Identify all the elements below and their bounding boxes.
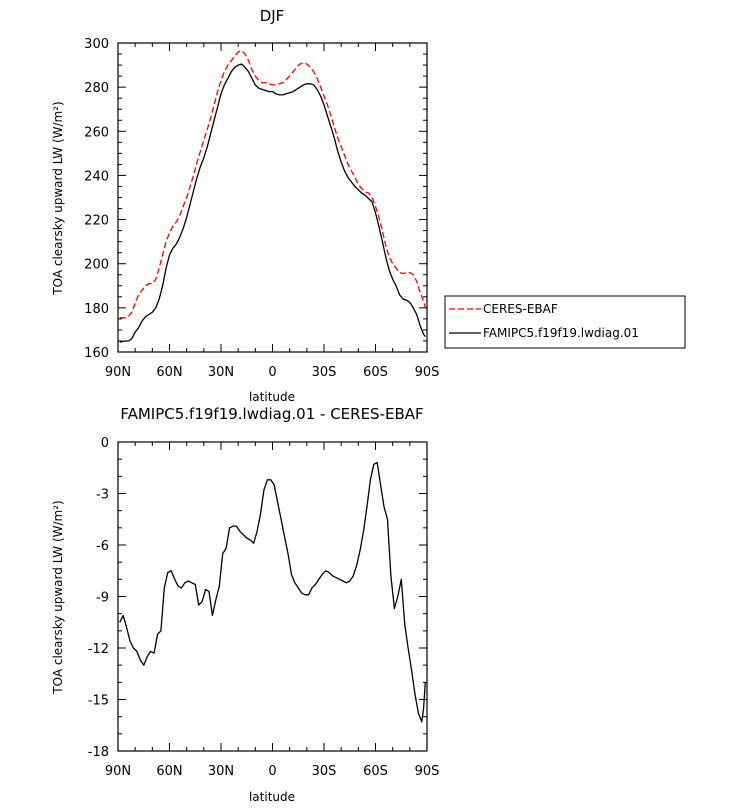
top-y-axis-label: TOA clearsky upward LW (W/m²)	[51, 101, 65, 295]
top-y-tick-label: 180	[84, 302, 109, 317]
bottom-series-line-0	[119, 461, 426, 723]
top-x-tick-label: 30S	[312, 365, 337, 380]
top-series-line-1	[119, 63, 426, 343]
bottom-y-tick-label: 0	[101, 436, 109, 451]
bottom-y-tick-label: -3	[96, 488, 109, 503]
top-x-tick-label: 60N	[156, 365, 182, 380]
bottom-series-group	[119, 461, 426, 723]
top-x-tick-label: 90N	[105, 365, 131, 380]
bottom-x-tick-label: 30S	[312, 764, 337, 779]
top-y-tick-label: 200	[84, 258, 109, 273]
top-y-tick-label: 260	[84, 125, 109, 140]
bottom-axes: 90N 60N 30N 0 30S 60S 90S -18 -15 -12 -9 -6 -3 0	[88, 436, 440, 779]
bottom-y-tick-label: -15	[88, 694, 109, 709]
top-x-tick-label: 30N	[208, 365, 234, 380]
bottom-chart-title: FAMIPC5.f19f19.lwdiag.01 - CERES-EBAF	[120, 405, 423, 423]
top-x-axis-label: latitude	[249, 390, 295, 404]
top-x-tick-label: 90S	[415, 365, 440, 380]
bottom-x-axis-label: latitude	[249, 790, 295, 804]
bottom-panel: FAMIPC5.f19f19.lwdiag.01 - CERES-EBAF 90…	[51, 405, 439, 804]
legend-label-ceres: CERES-EBAF	[483, 302, 558, 316]
top-series-group	[119, 50, 426, 343]
top-x-tick-label: 0	[268, 365, 276, 380]
bottom-x-tick-label: 0	[268, 764, 276, 779]
bottom-x-tick-label: 60N	[156, 764, 182, 779]
bottom-x-tick-label: 90N	[105, 764, 131, 779]
top-y-tick-label: 240	[84, 169, 109, 184]
top-x-tick-label: 60S	[363, 365, 388, 380]
top-y-tick-label: 280	[84, 81, 109, 96]
bottom-y-axis-label: TOA clearsky upward LW (W/m²)	[51, 500, 65, 694]
legend-box: CERES-EBAF FAMIPC5.f19f19.lwdiag.01	[444, 295, 686, 349]
top-axes: 90N 60N 30N 0 30S 60S 90S 160 180 200 220 240 260 280…	[84, 37, 439, 380]
bottom-y-tick-label: -18	[88, 745, 109, 760]
top-y-tick-label: 220	[84, 214, 109, 229]
legend-label-famipc5: FAMIPC5.f19f19.lwdiag.01	[483, 326, 639, 340]
bottom-y-tick-label: -12	[88, 642, 109, 657]
top-panel: DJF 90N 60N 30N 0 30S 60S 90S 160 180 200 220 240 26…	[51, 7, 686, 404]
bottom-x-tick-label: 30N	[208, 764, 234, 779]
top-y-tick-label: 300	[84, 37, 109, 52]
top-y-tick-label: 160	[84, 346, 109, 361]
bottom-x-tick-label: 90S	[415, 764, 440, 779]
bottom-y-tick-label: -6	[96, 539, 109, 554]
top-plot-frame	[117, 42, 428, 353]
top-series-line-0	[119, 50, 426, 319]
bottom-x-tick-label: 60S	[363, 764, 388, 779]
top-chart-title: DJF	[260, 7, 285, 25]
bottom-y-tick-label: -9	[96, 591, 109, 606]
